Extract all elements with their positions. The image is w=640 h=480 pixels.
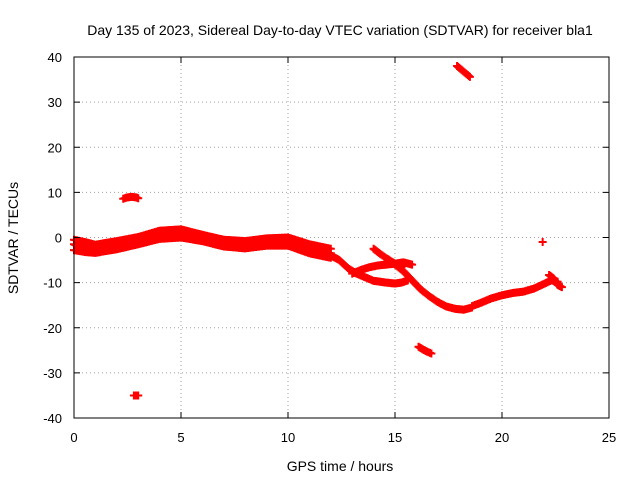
x-tick-label: 15: [388, 430, 402, 445]
chart-title: Day 135 of 2023, Sidereal Day-to-day VTE…: [87, 22, 593, 38]
data-point: [465, 72, 474, 81]
y-axis-label: SDTVAR / TECUs: [5, 182, 21, 294]
x-tick-label: 5: [177, 430, 184, 445]
y-tick-label: 40: [48, 50, 62, 65]
data-point: [134, 194, 143, 203]
data-point: [427, 349, 436, 358]
data-point: [538, 238, 547, 247]
x-tick-label: 0: [70, 430, 77, 445]
y-tick-label: -10: [43, 276, 62, 291]
data-point: [326, 244, 335, 253]
data-point: [408, 260, 417, 269]
x-tick-label: 25: [602, 430, 616, 445]
y-tick-label: -30: [43, 366, 62, 381]
data-point: [134, 391, 143, 400]
x-tick-label: 20: [495, 430, 509, 445]
data-point: [557, 283, 566, 292]
data-layer: [70, 62, 566, 400]
x-axis-label: GPS time / hours: [287, 458, 394, 474]
axis-layer: 0 5 10 15 20 25 -40 -30 -20 -10 0 10 20 30 40: [43, 50, 616, 445]
y-tick-label: -20: [43, 321, 62, 336]
y-tick-label: 10: [48, 185, 62, 200]
y-tick-label: -40: [43, 411, 62, 426]
y-tick-label: 30: [48, 95, 62, 110]
x-tick-label: 10: [281, 430, 295, 445]
y-tick-label: 20: [48, 140, 62, 155]
y-tick-label: 0: [55, 231, 62, 246]
